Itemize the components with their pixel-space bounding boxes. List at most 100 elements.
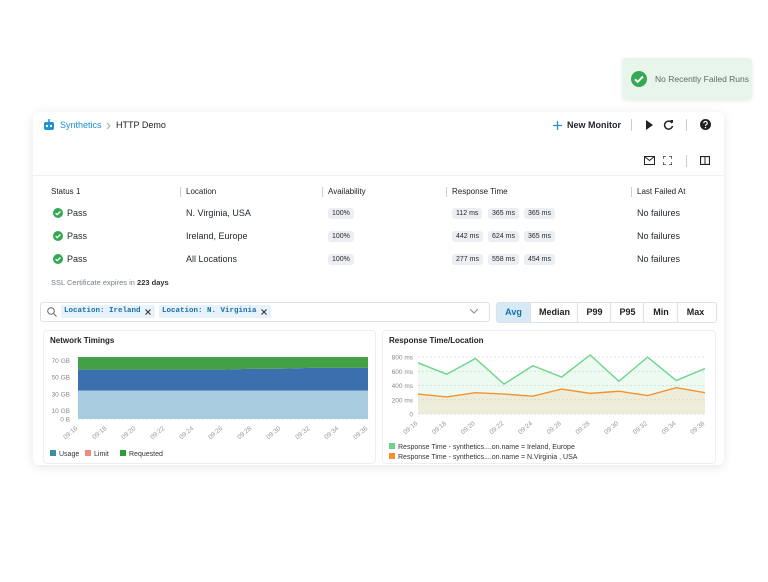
y-tick-label: 200 ms (392, 397, 414, 404)
network-panel (43, 330, 376, 464)
filter-chip[interactable]: Location: Ireland (61, 305, 155, 318)
legend-swatch (120, 450, 126, 456)
x-tick-label: 09:36 (352, 425, 369, 441)
chip-remove[interactable] (145, 309, 151, 315)
divider (33, 175, 724, 176)
ssl-days: 223 days (137, 278, 169, 287)
pill: 100% (328, 254, 354, 265)
toast-text: No Recently Failed Runs (655, 74, 750, 84)
area (78, 357, 368, 370)
column-separator (631, 187, 632, 197)
status: Pass (67, 254, 88, 264)
x-tick-label: 09:18 (431, 420, 448, 436)
plus-icon (553, 121, 562, 130)
play-button[interactable] (645, 120, 654, 130)
new-monitor-button[interactable]: New Monitor (567, 120, 621, 130)
columns-button[interactable] (700, 156, 710, 165)
breadcrumb-link[interactable]: Synthetics (60, 120, 102, 130)
dropdown-icon[interactable] (470, 309, 478, 314)
y-tick-label: 50 GB (52, 375, 70, 382)
area-fill (418, 387, 705, 414)
y-tick-label: 400 ms (392, 383, 414, 390)
aggregation-button[interactable]: P99 (577, 303, 611, 322)
pill: 558 ms (488, 254, 519, 265)
x-tick-label: 09:26 (207, 425, 224, 441)
success-icon (631, 71, 647, 87)
x-tick-label: 09:24 (178, 425, 195, 441)
search-icon (47, 307, 57, 317)
aggregation-group (496, 302, 717, 323)
legend-label: Limit (94, 451, 109, 458)
x-tick-label: 09:22 (488, 420, 505, 436)
pill: 624 ms (488, 231, 519, 242)
column-header: Location (186, 187, 217, 196)
pill: 365 ms (524, 208, 555, 219)
divider (686, 155, 687, 167)
legend-label: Response Time - synthetics....on.name = … (398, 444, 575, 451)
x-tick-label: 09:16 (62, 425, 79, 441)
aggregation-button[interactable]: Min (643, 303, 678, 322)
status: Pass (67, 208, 88, 218)
column-separator (180, 187, 181, 197)
pill: 454 ms (524, 254, 555, 265)
legend-swatch (389, 443, 395, 449)
pill: 100% (328, 208, 354, 219)
column-header: Response Time (452, 187, 508, 196)
x-tick-label: 09:20 (120, 425, 137, 441)
pill: 365 ms (524, 231, 555, 242)
filter-input[interactable] (40, 302, 490, 322)
chart-title: Network Timings (50, 336, 115, 345)
filter-chip[interactable]: Location: N. Virginia (159, 305, 271, 318)
pass-icon (53, 254, 63, 264)
ssl-text: SSL Certificate expires in (51, 278, 135, 287)
column-separator (446, 187, 447, 197)
y-tick-label: 800 ms (392, 355, 414, 362)
x-tick-label: 09:16 (402, 420, 419, 436)
x-tick-label: 09:32 (294, 425, 311, 441)
pass-icon (53, 231, 63, 241)
x-tick-label: 09:32 (632, 420, 649, 436)
legend-label: Requested (129, 451, 163, 458)
y-tick-label: 0 (409, 412, 413, 419)
location: All Locations (186, 254, 238, 264)
last-failed: No failures (637, 208, 681, 218)
x-tick-label: 09:24 (517, 420, 534, 436)
line (417, 386, 706, 398)
x-tick-label: 09:34 (323, 425, 340, 441)
divider (686, 119, 687, 131)
help-button[interactable] (700, 119, 711, 130)
status-count: 1 (76, 187, 81, 196)
response-panel (382, 330, 716, 464)
last-failed: No failures (637, 231, 681, 241)
x-tick-label: 09:20 (460, 420, 477, 436)
location: Ireland, Europe (186, 231, 248, 241)
x-tick-label: 09:26 (546, 420, 563, 436)
aggregation-button[interactable]: Max (677, 303, 713, 322)
aggregation-button[interactable]: Median (530, 303, 578, 322)
pill: 100% (328, 231, 354, 242)
refresh-button[interactable] (663, 119, 674, 130)
email-button[interactable] (644, 156, 655, 165)
breadcrumb-current: HTTP Demo (116, 120, 166, 130)
column-separator (322, 187, 323, 197)
x-tick-label: 09:34 (661, 420, 678, 436)
y-tick-label: 10 GB (52, 408, 70, 415)
area (78, 367, 368, 391)
pass-icon (53, 208, 63, 218)
status: Pass (67, 231, 88, 241)
aggregation-button[interactable]: P95 (610, 303, 644, 322)
pill: 442 ms (452, 231, 483, 242)
chip-remove[interactable] (261, 309, 267, 315)
y-tick-label: 0 B (60, 417, 70, 424)
pill: 112 ms (452, 208, 483, 219)
legend-label: Usage (59, 451, 79, 458)
legend-swatch (389, 453, 395, 459)
y-tick-label: 30 GB (52, 391, 70, 398)
x-tick-label: 09:30 (265, 425, 282, 441)
column-header: Status (51, 187, 74, 196)
toast: No Recently Failed Runs (622, 58, 752, 100)
x-tick-label: 09:28 (236, 425, 253, 441)
aggregation-button[interactable]: Avg (497, 303, 530, 322)
pill: 277 ms (452, 254, 483, 265)
